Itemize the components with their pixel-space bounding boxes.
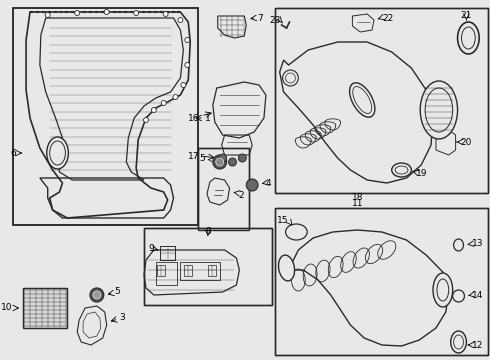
Circle shape <box>239 154 246 162</box>
Text: 11: 11 <box>351 198 363 207</box>
Polygon shape <box>198 148 249 230</box>
Text: 17: 17 <box>188 152 199 161</box>
Ellipse shape <box>47 137 68 169</box>
Text: 2: 2 <box>239 190 244 199</box>
Text: 1: 1 <box>205 113 211 122</box>
Circle shape <box>173 95 178 99</box>
Text: 23: 23 <box>270 15 281 24</box>
Circle shape <box>216 158 223 166</box>
Circle shape <box>163 12 168 17</box>
Text: 22: 22 <box>382 14 393 23</box>
Circle shape <box>45 13 50 18</box>
Text: 8: 8 <box>205 226 211 235</box>
Text: 5: 5 <box>199 153 205 162</box>
Polygon shape <box>275 208 488 355</box>
Polygon shape <box>144 228 272 305</box>
Circle shape <box>185 37 190 42</box>
Circle shape <box>90 288 104 302</box>
Text: 16: 16 <box>188 113 199 122</box>
Text: 3: 3 <box>120 314 125 323</box>
Text: 20: 20 <box>461 138 472 147</box>
Text: 6: 6 <box>10 149 16 158</box>
Circle shape <box>228 158 236 166</box>
Text: 19: 19 <box>416 168 428 177</box>
Circle shape <box>161 100 166 105</box>
Circle shape <box>283 70 298 86</box>
Circle shape <box>144 117 148 122</box>
Text: 13: 13 <box>472 239 484 248</box>
Circle shape <box>75 10 80 15</box>
Circle shape <box>93 291 101 299</box>
Circle shape <box>181 82 186 87</box>
Ellipse shape <box>286 224 307 240</box>
Circle shape <box>219 154 226 162</box>
Text: 10: 10 <box>1 303 12 312</box>
Circle shape <box>213 155 226 169</box>
Circle shape <box>246 179 258 191</box>
Circle shape <box>178 18 183 23</box>
Text: 7: 7 <box>257 14 263 23</box>
Ellipse shape <box>433 273 453 307</box>
Text: 21: 21 <box>461 10 472 19</box>
Text: 4: 4 <box>266 179 271 188</box>
Ellipse shape <box>278 255 294 281</box>
Circle shape <box>134 10 139 15</box>
Polygon shape <box>23 288 67 328</box>
Text: 14: 14 <box>472 291 484 300</box>
Circle shape <box>151 108 156 113</box>
Ellipse shape <box>420 81 458 139</box>
Circle shape <box>185 63 190 68</box>
Text: 18: 18 <box>351 193 363 202</box>
Text: 15: 15 <box>277 216 289 225</box>
Circle shape <box>104 9 109 14</box>
Polygon shape <box>13 8 198 225</box>
Text: 5: 5 <box>115 288 121 297</box>
Polygon shape <box>275 8 488 193</box>
Text: 12: 12 <box>472 341 484 350</box>
Text: 9: 9 <box>148 243 154 252</box>
